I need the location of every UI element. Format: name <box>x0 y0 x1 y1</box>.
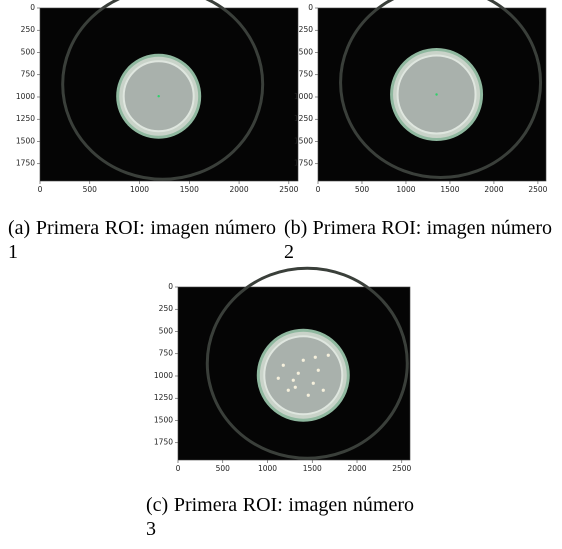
y-tick-label: 750 <box>21 70 36 79</box>
center-dot <box>435 93 437 95</box>
y-tick-label: 0 <box>308 3 313 12</box>
y-tick-label: 250 <box>299 25 314 34</box>
x-tick-label: 1500 <box>440 185 459 194</box>
x-tick-label: 1000 <box>130 185 149 194</box>
x-tick-label: 2500 <box>392 464 411 473</box>
dish-inner <box>264 336 342 414</box>
y-tick-label: 1250 <box>154 393 173 402</box>
y-tick-label: 250 <box>159 304 174 313</box>
x-tick-label: 500 <box>83 185 98 194</box>
center-dot <box>157 95 159 97</box>
colony <box>327 354 330 357</box>
y-tick-label: 500 <box>159 326 174 335</box>
caption: (b) Primera ROI: imagen número 2 <box>284 216 552 264</box>
y-tick-label: 0 <box>30 3 35 12</box>
y-tick-label: 1000 <box>154 371 173 380</box>
y-tick-label: 1500 <box>16 136 35 145</box>
y-tick-label: 500 <box>21 47 36 56</box>
colony <box>292 379 295 382</box>
y-tick-label: 1750 <box>154 438 173 447</box>
y-tick-label: 0 <box>168 282 173 291</box>
colony <box>322 389 325 392</box>
x-tick-label: 1500 <box>180 185 199 194</box>
x-tick-label: 1000 <box>258 464 277 473</box>
x-tick-label: 2000 <box>347 464 366 473</box>
x-tick-label: 2500 <box>279 185 298 194</box>
colony <box>317 369 320 372</box>
x-tick-label: 0 <box>176 464 181 473</box>
caption: (c) Primera ROI: imagen número 3 <box>146 493 414 541</box>
y-tick-label: 1000 <box>16 92 35 101</box>
colony <box>282 364 285 367</box>
colony <box>277 377 280 380</box>
y-tick-label: 250 <box>21 25 36 34</box>
y-tick-label: 1000 <box>294 92 313 101</box>
colony <box>302 359 305 362</box>
y-tick-label: 500 <box>299 47 314 56</box>
x-tick-label: 2500 <box>528 185 547 194</box>
colony <box>314 356 317 359</box>
y-tick-label: 1750 <box>294 159 313 168</box>
figure: 0500100015002000250002505007501000125015… <box>0 0 562 549</box>
x-tick-label: 1000 <box>396 185 415 194</box>
colony <box>312 382 315 385</box>
y-tick-label: 1500 <box>294 136 313 145</box>
page: 0500100015002000250002505007501000125015… <box>0 0 562 549</box>
y-tick-label: 1250 <box>16 114 35 123</box>
y-tick-label: 1750 <box>16 159 35 168</box>
colony <box>307 394 310 397</box>
x-tick-label: 500 <box>355 185 370 194</box>
x-tick-label: 0 <box>316 185 321 194</box>
y-tick-label: 1250 <box>294 114 313 123</box>
y-tick-label: 750 <box>159 349 174 358</box>
colony <box>297 372 300 375</box>
x-tick-label: 1500 <box>303 464 322 473</box>
caption: (a) Primera ROI: imagen número 1 <box>8 216 276 264</box>
colony <box>287 389 290 392</box>
y-tick-label: 1500 <box>154 415 173 424</box>
x-tick-label: 0 <box>38 185 43 194</box>
y-tick-label: 750 <box>299 70 314 79</box>
x-tick-label: 500 <box>216 464 231 473</box>
x-tick-label: 2000 <box>484 185 503 194</box>
colony <box>294 386 297 389</box>
x-tick-label: 2000 <box>230 185 249 194</box>
